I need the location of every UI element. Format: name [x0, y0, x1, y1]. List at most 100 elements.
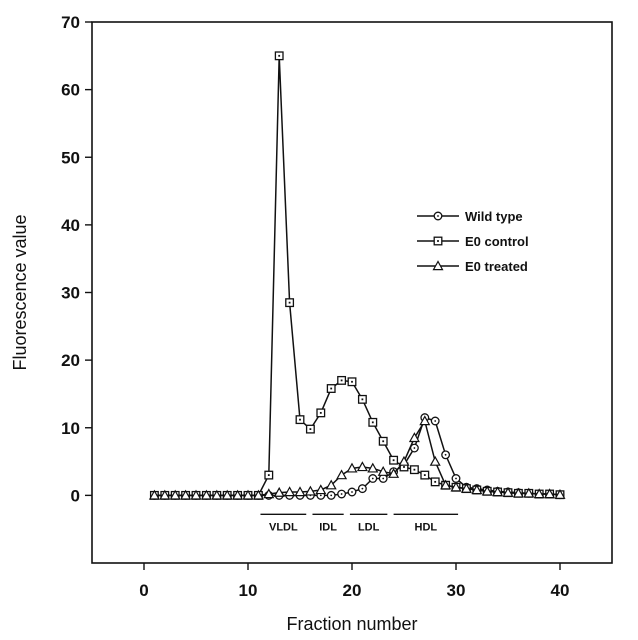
- legend-item: Wild type: [417, 209, 523, 224]
- data-point: [148, 489, 160, 500]
- x-tick-label: 20: [343, 581, 362, 600]
- x-axis: 0 10 20 30 40: [139, 563, 569, 600]
- data-point: [325, 479, 337, 490]
- data-point: [252, 489, 264, 500]
- data-point: [398, 455, 410, 466]
- data-point: [295, 415, 305, 425]
- data-point: [337, 489, 347, 499]
- data-point: [180, 489, 192, 500]
- legend-item: E0 control: [417, 234, 529, 249]
- x-tick-label: 40: [551, 581, 570, 600]
- data-point: [357, 394, 367, 404]
- region-label: VLDL: [269, 521, 298, 533]
- data-point: [356, 461, 368, 472]
- data-point: [471, 484, 483, 495]
- data-point: [326, 490, 336, 500]
- series-line: [154, 419, 561, 497]
- data-point: [357, 484, 367, 494]
- x-tick-label: 0: [139, 581, 148, 600]
- data-point: [450, 481, 462, 492]
- x-axis-title: Fraction number: [286, 614, 417, 634]
- data-point: [368, 417, 378, 427]
- data-point: [441, 450, 451, 460]
- data-point: [378, 436, 388, 446]
- region-label: LDL: [358, 521, 380, 533]
- y-tick-label: 70: [61, 13, 80, 32]
- data-point: [420, 470, 430, 480]
- data-point: [274, 51, 284, 61]
- data-point: [263, 488, 275, 499]
- data-point: [284, 486, 296, 497]
- data-point: [554, 488, 566, 499]
- data-point: [388, 467, 400, 478]
- data-point: [264, 470, 274, 480]
- region-label: IDL: [319, 521, 337, 533]
- legend-label: E0 control: [465, 234, 529, 249]
- data-point: [159, 489, 171, 500]
- data-point: [377, 465, 389, 476]
- data-point: [294, 486, 306, 497]
- legend-label: Wild type: [465, 209, 523, 224]
- y-tick-label: 0: [71, 486, 80, 505]
- data-point: [430, 477, 440, 487]
- data-point: [430, 416, 440, 426]
- data-point: [242, 489, 254, 500]
- data-point: [347, 377, 357, 387]
- data-point: [544, 488, 556, 499]
- legend-item: E0 treated: [417, 259, 528, 274]
- x-tick-label: 30: [447, 581, 466, 600]
- region-label: HDL: [415, 521, 438, 533]
- plot-frame: [91, 21, 613, 564]
- data-point: [337, 375, 347, 385]
- data-point: [221, 489, 233, 500]
- y-tick-label: 40: [61, 216, 80, 235]
- data-point: [326, 384, 336, 393]
- data-point: [429, 455, 441, 466]
- y-tick-label: 30: [61, 284, 80, 303]
- data-point: [315, 484, 327, 495]
- plot-border: [91, 21, 613, 564]
- x-tick-label: 10: [239, 581, 258, 600]
- data-point: [367, 462, 379, 473]
- y-tick-label: 60: [61, 81, 80, 100]
- legend-marker: [433, 236, 443, 246]
- data-point: [419, 415, 431, 426]
- data-point: [533, 488, 545, 499]
- data-point: [451, 474, 461, 483]
- y-tick-label: 50: [61, 148, 80, 167]
- y-tick-label: 10: [61, 419, 80, 438]
- data-point: [492, 486, 504, 497]
- data-point: [273, 486, 285, 497]
- data-point: [409, 465, 419, 475]
- data-point: [368, 474, 378, 483]
- data-point: [460, 482, 472, 493]
- series-triangle: [148, 415, 566, 500]
- data-point: [347, 487, 357, 497]
- data-point: [502, 486, 514, 497]
- data-point: [316, 408, 326, 418]
- data-point: [200, 489, 212, 500]
- data-point: [408, 432, 420, 443]
- series-group: [148, 51, 566, 500]
- y-tick-label: 20: [61, 351, 80, 370]
- y-axis-title: Fluorescence value: [10, 214, 30, 370]
- data-point: [305, 424, 315, 434]
- legend: Wild type E0 control E0 treated: [417, 209, 529, 274]
- data-point: [523, 487, 535, 498]
- data-point: [481, 485, 493, 496]
- series-square: [149, 51, 565, 500]
- data-point: [232, 489, 244, 500]
- data-point: [169, 489, 181, 500]
- data-point: [285, 298, 295, 308]
- legend-label: E0 treated: [465, 259, 528, 274]
- series-line: [154, 55, 561, 497]
- data-point: [512, 487, 524, 498]
- fraction-regions: VLDL IDL LDL HDL: [260, 513, 459, 533]
- series-circle: [149, 413, 565, 500]
- data-point: [304, 485, 316, 496]
- y-axis: 0 10 20 30 40 50 60 70: [61, 13, 92, 505]
- legend-marker: [432, 260, 444, 271]
- data-point: [211, 489, 223, 500]
- data-point: [389, 455, 399, 465]
